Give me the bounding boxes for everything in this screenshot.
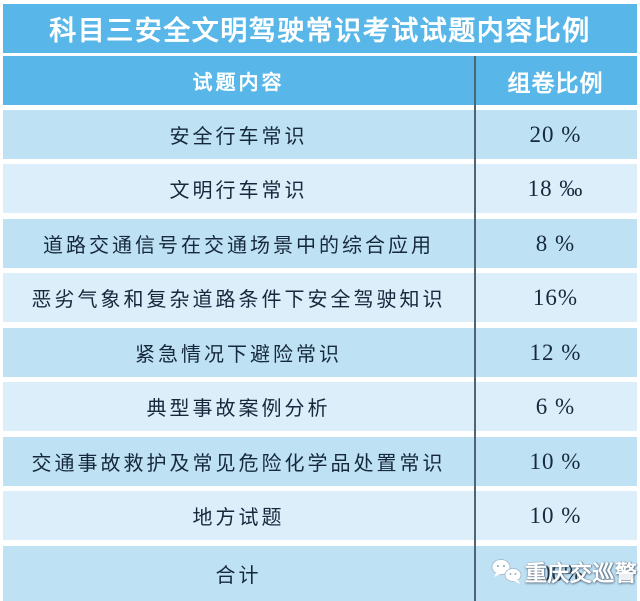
watermark-label: 重庆交巡警 — [525, 561, 638, 586]
column-divider-line — [474, 56, 476, 601]
table-row: 文明行车常识 18 ‰ — [3, 164, 637, 213]
row-content-cell: 紧急情况下避险常识 — [135, 344, 342, 366]
row-content-cell: 典型事故案例分析 — [146, 398, 331, 420]
table-row: 恶劣气象和复杂道路条件下安全驾驶知识 16% — [3, 273, 637, 322]
row-content-cell: 道路交通信号在交通场景中的综合应用 — [43, 235, 434, 257]
column-header-content: 试题内容 — [192, 72, 285, 94]
column-header-ratio: 组卷比例 — [507, 70, 604, 96]
row-ratio-cell: 20 % — [529, 121, 582, 147]
watermark: 重庆交巡警 — [490, 556, 638, 588]
row-content-cell: 恶劣气象和复杂道路条件下安全驾驶知识 — [31, 289, 446, 311]
row-ratio-cell: 18 ‰ — [527, 175, 584, 201]
table-row-total: 合计 100% — [3, 546, 637, 601]
total-ratio-cell: 100% — [526, 560, 585, 586]
row-content-cell: 安全行车常识 — [169, 126, 308, 148]
table-row: 道路交通信号在交通场景中的综合应用 8 % — [3, 219, 637, 268]
total-label-cell: 合计 — [215, 565, 262, 587]
row-content-cell: 交通事故救护及常见危险化学品处置常识 — [31, 453, 446, 475]
table-row: 地方试题 10 % — [3, 491, 637, 540]
page-title: 科目三安全文明驾驶常识考试试题内容比例 — [3, 4, 637, 53]
row-ratio-cell: 10 % — [529, 502, 582, 528]
row-ratio-cell: 12 % — [529, 339, 582, 365]
row-ratio-cell: 8 % — [535, 230, 576, 256]
table-row: 安全行车常识 20 % — [3, 110, 637, 159]
table-header-row: 试题内容 组卷比例 — [3, 56, 637, 105]
row-ratio-cell: 16% — [532, 284, 579, 310]
row-ratio-cell: 6 % — [535, 393, 576, 419]
wechat-icon — [490, 557, 525, 587]
table-row: 紧急情况下避险常识 12 % — [3, 328, 637, 377]
row-content-cell: 地方试题 — [192, 507, 285, 529]
row-content-cell: 文明行车常识 — [169, 180, 308, 202]
row-ratio-cell: 10 % — [529, 448, 582, 474]
table-row: 典型事故案例分析 6 % — [3, 382, 637, 431]
table-row: 交通事故救护及常见危险化学品处置常识 10 % — [3, 437, 637, 486]
